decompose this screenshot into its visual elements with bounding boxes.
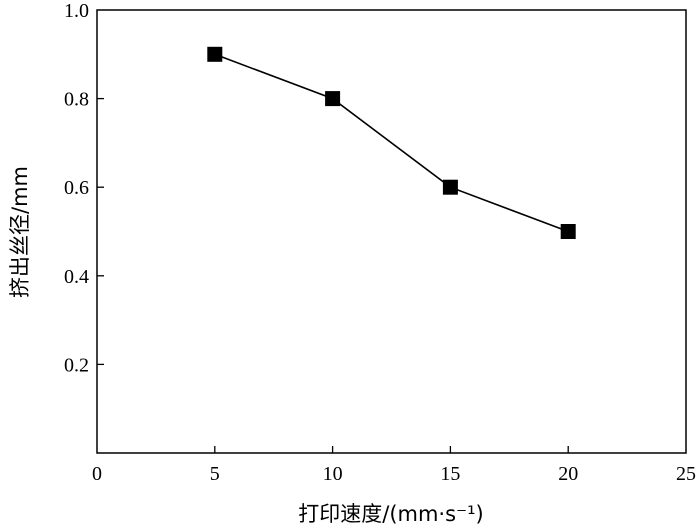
x-tick-label: 0 (92, 463, 102, 485)
y-tick-label: 0.6 (64, 177, 89, 199)
data-point-marker (560, 224, 576, 239)
x-tick-label: 25 (676, 463, 696, 485)
data-point-marker (207, 46, 223, 62)
y-tick-label: 0.4 (64, 266, 89, 288)
x-axis-ticks: 0 5 10 15 20 25 (92, 446, 696, 485)
data-series (207, 46, 576, 239)
x-tick-label: 5 (210, 463, 220, 485)
axes (96, 9, 687, 454)
x-tick-label: 20 (558, 463, 578, 485)
x-tick-label: 10 (323, 463, 343, 485)
series-line (214, 53, 569, 233)
x-tick-label: 15 (440, 463, 460, 485)
y-tick-label: 1.0 (64, 0, 89, 22)
data-point-marker (442, 179, 458, 195)
y-axis-ticks: 0.2 0.4 0.6 0.8 1.0 (64, 0, 104, 376)
y-axis-title: 挤出丝径/mm (8, 166, 32, 298)
y-tick-label: 0.8 (64, 89, 89, 111)
plot-frame (96, 9, 687, 454)
x-axis-title: 打印速度/(mm·s⁻¹) (298, 502, 484, 526)
data-point-marker (325, 91, 341, 107)
y-tick-label: 0.2 (64, 354, 89, 376)
